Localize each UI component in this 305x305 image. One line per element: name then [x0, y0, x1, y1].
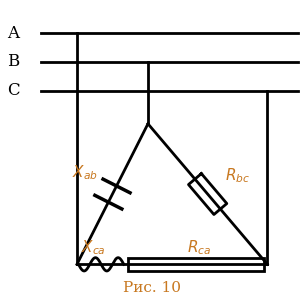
Text: $R_{ca}$: $R_{ca}$ — [187, 238, 211, 257]
Text: Рис. 10: Рис. 10 — [124, 281, 181, 295]
Text: $R_{bc}$: $R_{bc}$ — [225, 167, 250, 185]
Text: B: B — [7, 53, 20, 70]
Bar — [128, 258, 264, 271]
Text: C: C — [7, 82, 20, 99]
Text: $X_{ca}$: $X_{ca}$ — [81, 238, 106, 257]
Text: $X_{ab}$: $X_{ab}$ — [72, 163, 98, 182]
Text: A: A — [7, 25, 20, 41]
